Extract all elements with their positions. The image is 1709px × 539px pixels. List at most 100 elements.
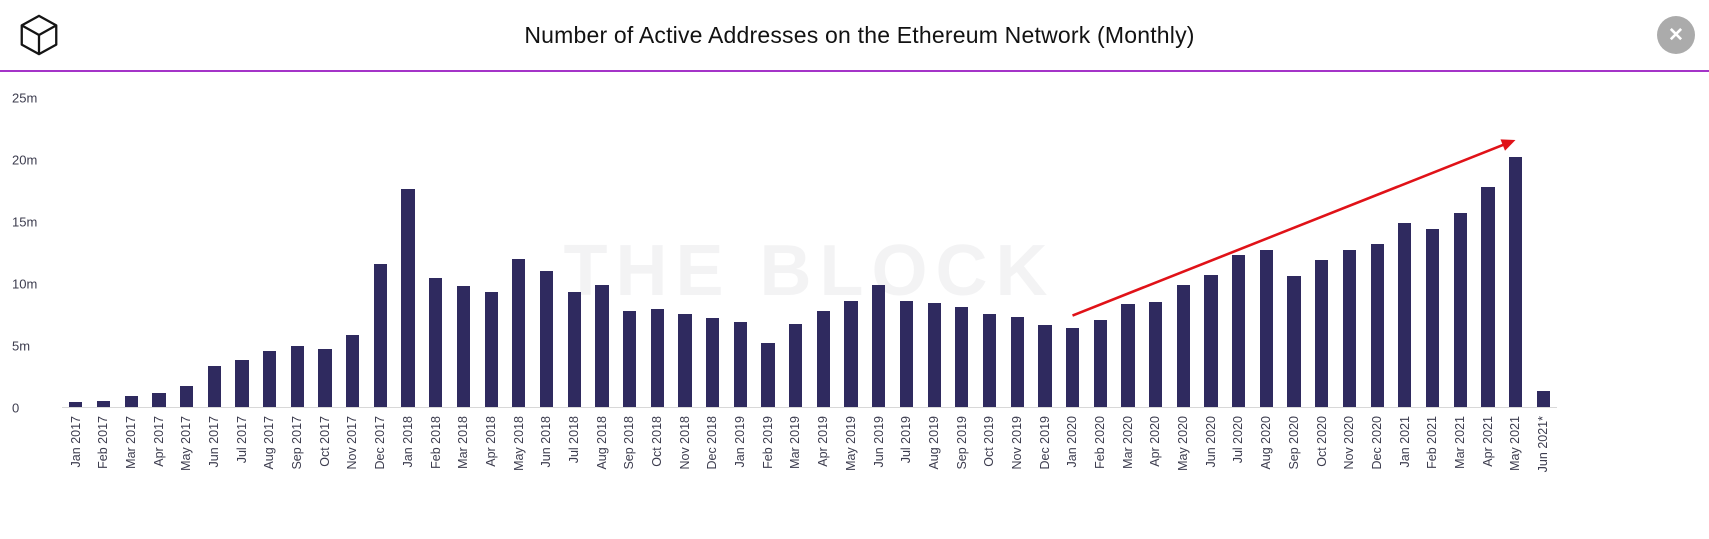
bar-sep-2019[interactable]	[955, 306, 969, 407]
bar-slot	[1003, 98, 1031, 407]
bar-jun-2020[interactable]	[1204, 274, 1218, 407]
bar-slot	[450, 98, 478, 407]
bar-apr-2019[interactable]	[816, 310, 831, 407]
bar-aug-2018[interactable]	[595, 284, 609, 407]
bar-slot	[1225, 98, 1253, 407]
bar-slot	[339, 98, 367, 407]
bar-aug-2019[interactable]	[927, 303, 941, 407]
bar-may-2020[interactable]	[1176, 284, 1190, 407]
bar-slot	[560, 98, 588, 407]
bar-nov-2019[interactable]	[1010, 316, 1024, 407]
bar-oct-2019[interactable]	[982, 314, 997, 407]
bar-feb-2018[interactable]	[429, 278, 443, 407]
x-tick-label: Nov 2018	[677, 416, 692, 470]
y-tick-label: 20m	[12, 152, 38, 168]
bar-apr-2018[interactable]	[484, 292, 498, 407]
bar-aug-2017[interactable]	[263, 351, 277, 407]
x-tick: Feb 2019	[754, 416, 782, 518]
x-tick-label: Jun 2018	[539, 416, 554, 468]
bar-mar-2021[interactable]	[1453, 212, 1467, 407]
bar-jan-2019[interactable]	[733, 321, 747, 407]
x-tick: May 2017	[173, 416, 201, 518]
bar-apr-2021[interactable]	[1481, 187, 1495, 407]
bar-nov-2017[interactable]	[346, 335, 360, 407]
bar-jun-2021[interactable]	[1536, 390, 1550, 407]
bar-jun-2018[interactable]	[539, 271, 554, 407]
bar-mar-2020[interactable]	[1121, 304, 1135, 407]
x-tick: Sep 2018	[616, 416, 644, 518]
bar-jun-2017[interactable]	[207, 366, 221, 407]
bar-may-2017[interactable]	[179, 386, 194, 407]
x-tick: Jan 2020	[1059, 416, 1087, 518]
x-tick: Jul 2019	[893, 416, 921, 518]
bar-apr-2017[interactable]	[152, 393, 166, 407]
bar-may-2019[interactable]	[844, 300, 858, 407]
bar-slot	[256, 98, 284, 407]
x-tick: Jul 2017	[228, 416, 256, 518]
x-tick-label: Feb 2020	[1093, 416, 1108, 469]
bar-aug-2020[interactable]	[1259, 250, 1274, 407]
bar-jul-2020[interactable]	[1232, 254, 1246, 407]
bar-slot	[1391, 98, 1419, 407]
bar-mar-2017[interactable]	[124, 395, 138, 407]
x-tick: Feb 2017	[90, 416, 118, 518]
bar-jan-2018[interactable]	[401, 189, 415, 407]
bar-oct-2017[interactable]	[318, 348, 332, 407]
bar-slot	[394, 98, 422, 407]
x-tick-label: Jan 2019	[733, 416, 748, 468]
bar-slot	[173, 98, 201, 407]
bar-sep-2017[interactable]	[290, 346, 304, 407]
bar-jul-2017[interactable]	[235, 360, 249, 407]
x-tick: Jan 2018	[394, 416, 422, 518]
bar-dec-2017[interactable]	[373, 263, 388, 407]
x-tick-label: Jan 2018	[400, 416, 415, 468]
x-tick-label: Feb 2019	[760, 416, 775, 469]
bar-dec-2020[interactable]	[1370, 243, 1384, 407]
bar-slot	[1336, 98, 1364, 407]
x-axis: Jan 2017 Feb 2017 Mar 2017 Apr 2017 May 2017…	[62, 408, 1557, 518]
bar-may-2021[interactable]	[1508, 157, 1523, 407]
bar-slot	[1474, 98, 1502, 407]
bar-slot	[893, 98, 921, 407]
x-tick: Aug 2017	[256, 416, 284, 518]
x-tick-label: May 2019	[843, 416, 858, 471]
bar-slot	[865, 98, 893, 407]
bar-sep-2018[interactable]	[622, 310, 637, 407]
bar-nov-2020[interactable]	[1342, 250, 1357, 407]
close-button[interactable]: ✕	[1657, 16, 1695, 54]
x-tick: May 2019	[837, 416, 865, 518]
bar-jul-2018[interactable]	[567, 292, 581, 407]
bar-jun-2019[interactable]	[872, 284, 886, 407]
x-tick-label: Apr 2019	[816, 416, 831, 467]
y-axis-spacer	[0, 408, 62, 518]
bar-nov-2018[interactable]	[678, 314, 692, 407]
bar-dec-2019[interactable]	[1038, 325, 1052, 407]
x-tick-label: Jun 2021*	[1536, 416, 1551, 473]
bar-feb-2021[interactable]	[1425, 229, 1440, 407]
bar-jan-2017[interactable]	[69, 402, 83, 407]
x-tick: Dec 2019	[1031, 416, 1059, 518]
bar-mar-2018[interactable]	[456, 285, 471, 407]
x-tick: Jun 2019	[865, 416, 893, 518]
bar-slot	[367, 98, 395, 407]
bar-oct-2020[interactable]	[1315, 259, 1329, 407]
bar-apr-2020[interactable]	[1149, 301, 1163, 407]
bar-jan-2021[interactable]	[1398, 222, 1412, 407]
x-tick-label: Sep 2017	[290, 416, 305, 470]
bar-jul-2019[interactable]	[899, 300, 914, 407]
bar-sep-2020[interactable]	[1287, 275, 1301, 407]
bar-feb-2019[interactable]	[761, 342, 775, 407]
bar-mar-2019[interactable]	[789, 324, 803, 407]
x-tick-label: Apr 2021	[1480, 416, 1495, 467]
bar-slot	[145, 98, 173, 407]
x-tick-label: Mar 2020	[1120, 416, 1135, 469]
bar-may-2018[interactable]	[512, 258, 526, 407]
bar-feb-2017[interactable]	[96, 400, 111, 407]
x-tick: Sep 2020	[1280, 416, 1308, 518]
the-block-logo-icon	[16, 12, 62, 58]
bar-dec-2018[interactable]	[706, 318, 720, 407]
bar-slot	[754, 98, 782, 407]
bar-feb-2020[interactable]	[1093, 320, 1107, 407]
bar-jan-2020[interactable]	[1065, 327, 1080, 407]
bar-oct-2018[interactable]	[650, 309, 664, 407]
